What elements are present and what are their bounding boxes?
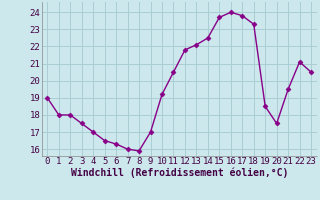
X-axis label: Windchill (Refroidissement éolien,°C): Windchill (Refroidissement éolien,°C) xyxy=(70,168,288,178)
